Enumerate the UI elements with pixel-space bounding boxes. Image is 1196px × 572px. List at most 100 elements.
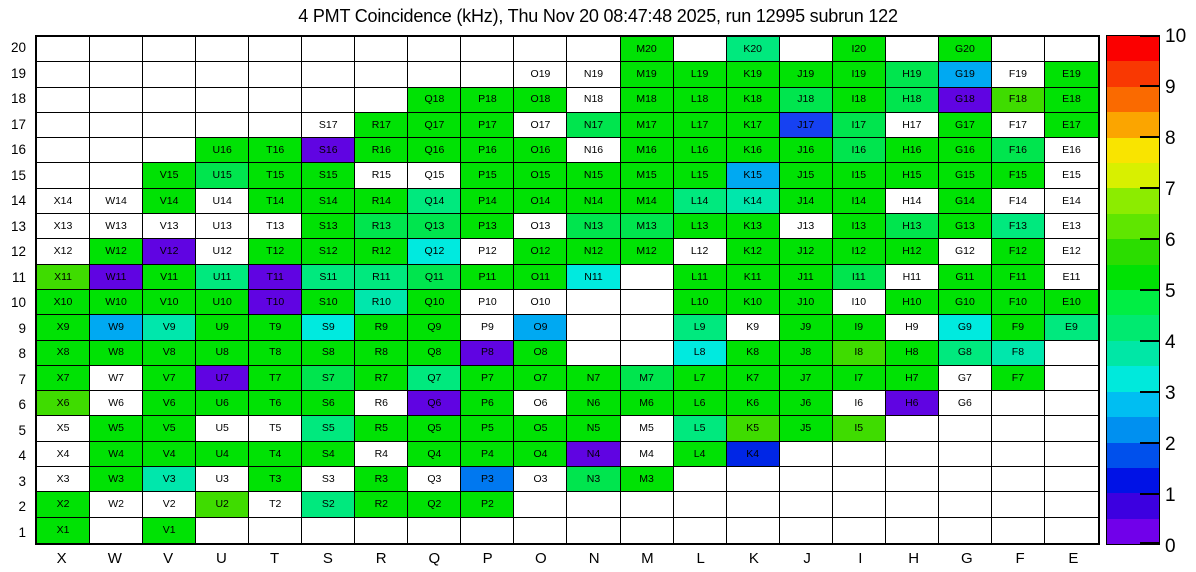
cell-V19 bbox=[143, 62, 197, 88]
cell-V7: V7 bbox=[143, 365, 197, 392]
cell-L17: L17 bbox=[673, 112, 727, 139]
cell-G12: G12 bbox=[938, 239, 992, 265]
cell-J16: J16 bbox=[779, 138, 833, 164]
colorbar-band-16 bbox=[1107, 442, 1159, 468]
cell-R7: R7 bbox=[355, 365, 409, 392]
cell-T2: T2 bbox=[249, 492, 303, 518]
cell-W2: W2 bbox=[90, 492, 144, 518]
cell-K7: K7 bbox=[726, 365, 780, 392]
cell-T6: T6 bbox=[249, 391, 303, 417]
cell-R3: R3 bbox=[355, 467, 409, 493]
cell-F9: F9 bbox=[991, 315, 1045, 341]
cell-P6: P6 bbox=[461, 391, 515, 417]
cell-I2 bbox=[832, 492, 886, 518]
cell-I12: I12 bbox=[832, 239, 886, 265]
cell-U7: U7 bbox=[196, 365, 250, 392]
cell-I17: I17 bbox=[832, 112, 886, 139]
colorbar-tick-label-4: 4 bbox=[1165, 332, 1176, 353]
cell-S5: S5 bbox=[302, 416, 356, 442]
cell-O15: O15 bbox=[514, 163, 568, 189]
cell-U3: U3 bbox=[196, 467, 250, 493]
cell-K2 bbox=[726, 492, 780, 518]
cell-T5: T5 bbox=[249, 416, 303, 442]
cell-Q8: Q8 bbox=[408, 340, 462, 366]
cell-T10: T10 bbox=[249, 289, 303, 316]
row-label-10: 10 bbox=[10, 295, 26, 311]
cell-S4: S4 bbox=[302, 441, 356, 468]
row-label-1: 1 bbox=[18, 524, 26, 540]
cell-P3: P3 bbox=[461, 467, 515, 493]
cell-K5: K5 bbox=[726, 416, 780, 442]
cell-F19: F19 bbox=[991, 62, 1045, 88]
cell-W14: W14 bbox=[90, 188, 144, 215]
cell-R1 bbox=[355, 517, 409, 543]
cell-Q4: Q4 bbox=[408, 441, 462, 468]
column-label-P: P bbox=[482, 549, 493, 567]
cell-X11: X11 bbox=[37, 264, 91, 290]
cell-O19: O19 bbox=[514, 62, 568, 88]
colorbar-band-17 bbox=[1107, 467, 1159, 494]
row-label-17: 17 bbox=[10, 116, 26, 132]
colorbar-band-6 bbox=[1107, 188, 1159, 214]
row-label-11: 11 bbox=[11, 269, 26, 285]
cell-W8: W8 bbox=[90, 340, 144, 366]
cell-M1 bbox=[620, 517, 674, 543]
cell-R8: R8 bbox=[355, 340, 409, 366]
column-label-J: J bbox=[803, 549, 811, 567]
cell-U20 bbox=[196, 37, 250, 63]
cell-I16: I16 bbox=[832, 138, 886, 164]
cell-G15: G15 bbox=[938, 163, 992, 189]
cell-N11: N11 bbox=[567, 264, 621, 290]
cell-J8: J8 bbox=[779, 340, 833, 366]
cell-F1 bbox=[991, 517, 1045, 543]
cell-K15: K15 bbox=[726, 163, 780, 189]
cell-M20: M20 bbox=[620, 37, 674, 63]
cell-V16 bbox=[143, 138, 197, 164]
cell-S11: S11 bbox=[302, 264, 356, 290]
cell-O12: O12 bbox=[514, 239, 568, 265]
cell-R16: R16 bbox=[355, 138, 409, 164]
cell-S6: S6 bbox=[302, 391, 356, 417]
cell-U5: U5 bbox=[196, 416, 250, 442]
cell-R9: R9 bbox=[355, 315, 409, 341]
cell-J20 bbox=[779, 37, 833, 63]
cell-T1 bbox=[249, 517, 303, 543]
cell-S9: S9 bbox=[302, 315, 356, 341]
cell-O17: O17 bbox=[514, 112, 568, 139]
column-label-W: W bbox=[107, 549, 122, 567]
cell-P18: P18 bbox=[461, 87, 515, 113]
cell-O16: O16 bbox=[514, 138, 568, 164]
colorbar-band-15 bbox=[1107, 417, 1159, 443]
cell-T18 bbox=[249, 87, 303, 113]
cell-P20 bbox=[461, 37, 515, 63]
cell-U17 bbox=[196, 112, 250, 139]
cell-V4: V4 bbox=[143, 441, 197, 468]
cell-S19 bbox=[302, 62, 356, 88]
colorbar-tick-1 bbox=[1140, 493, 1159, 495]
cell-F18: F18 bbox=[991, 87, 1045, 113]
cell-G16: G16 bbox=[938, 138, 992, 164]
cell-N10 bbox=[567, 289, 621, 316]
row-label-3: 3 bbox=[18, 473, 26, 489]
cell-L9: L9 bbox=[673, 315, 727, 341]
colorbar-band-1 bbox=[1107, 61, 1159, 87]
cell-X1: X1 bbox=[37, 517, 91, 543]
cell-Q10: Q10 bbox=[408, 289, 462, 316]
chart-title: 4 PMT Coincidence (kHz), Thu Nov 20 08:4… bbox=[298, 6, 898, 26]
cell-F5 bbox=[991, 416, 1045, 442]
cell-P5: P5 bbox=[461, 416, 515, 442]
cell-Q16: Q16 bbox=[408, 138, 462, 164]
cell-K4: K4 bbox=[726, 441, 780, 468]
cell-X6: X6 bbox=[37, 391, 91, 417]
cell-K17: K17 bbox=[726, 112, 780, 139]
colorbar bbox=[1106, 35, 1160, 545]
cell-N3: N3 bbox=[567, 467, 621, 493]
cell-W11: W11 bbox=[90, 264, 144, 290]
cell-H3 bbox=[885, 467, 939, 493]
colorbar-band-9 bbox=[1107, 264, 1159, 291]
cell-Q2: Q2 bbox=[408, 492, 462, 518]
cell-R11: R11 bbox=[355, 264, 409, 290]
y-axis-row-labels: 20 19 18 17 16 15 14 13 12 11 10 9 8 7 6 5 4 3 2 1 bbox=[0, 35, 29, 545]
